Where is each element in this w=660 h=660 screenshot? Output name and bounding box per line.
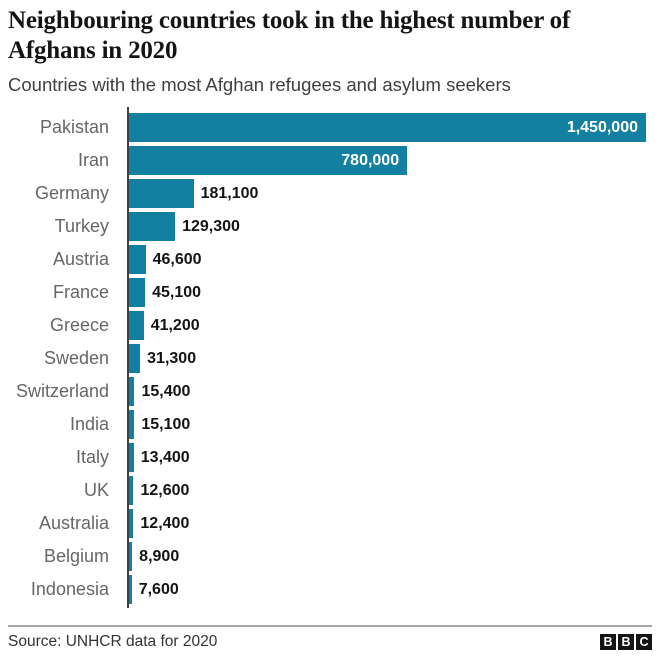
- value-label: 13,400: [140, 448, 190, 466]
- value-label: 41,200: [150, 316, 200, 334]
- category-label: Germany: [34, 183, 109, 203]
- bbc-logo: B B C: [600, 634, 652, 650]
- category-label: Greece: [49, 315, 109, 335]
- bar-track: 181,100: [129, 179, 646, 208]
- footer: Source: UNHCR data for 2020 B B C: [8, 625, 652, 651]
- value-label: 7,600: [138, 580, 179, 598]
- bar: [129, 377, 135, 406]
- bar: [129, 410, 135, 439]
- bar: [129, 509, 134, 538]
- category-label: Sweden: [43, 348, 109, 368]
- category-label: UK: [83, 480, 109, 500]
- bar: [129, 344, 141, 373]
- value-label: 780,000: [341, 151, 400, 169]
- category-label: Austria: [52, 249, 109, 269]
- bar-track: 15,400: [129, 377, 646, 406]
- value-label: 31,300: [147, 349, 197, 367]
- category-label: Pakistan: [39, 117, 109, 137]
- value-label: 8,900: [139, 547, 180, 565]
- category-label: France: [52, 282, 109, 302]
- source-text: Source: UNHCR data for 2020: [8, 633, 218, 650]
- bar: [129, 575, 132, 604]
- bar-track: 45,100: [129, 278, 646, 307]
- chart-row: France 45,100: [8, 278, 646, 307]
- value-label: 15,400: [141, 382, 191, 400]
- chart-subtitle: Countries with the most Afghan refugees …: [8, 74, 511, 95]
- chart-title: Neighbouring countries took in the highe…: [8, 7, 571, 64]
- chart-row: Germany 181,100: [8, 179, 646, 208]
- category-label: Italy: [75, 447, 109, 467]
- bar-track: 12,400: [129, 509, 646, 538]
- category-label: Australia: [38, 513, 109, 533]
- bar-track: 129,300: [129, 212, 646, 241]
- bar-track: 13,400: [129, 443, 646, 472]
- bar-track: 15,100: [129, 410, 646, 439]
- bar: [129, 311, 144, 340]
- category-label: India: [69, 414, 109, 434]
- value-label: 1,450,000: [566, 118, 638, 136]
- bar-track: 8,900: [129, 542, 646, 571]
- bbc-logo-block: B: [600, 634, 616, 650]
- chart-row: Pakistan 1,450,000: [8, 113, 646, 142]
- value-label: 12,400: [140, 514, 190, 532]
- bar: [129, 443, 134, 472]
- bar-track: 41,200: [129, 311, 646, 340]
- bar: 1,450,000: [129, 113, 646, 142]
- bar: [129, 476, 134, 505]
- category-label: Switzerland: [15, 381, 109, 401]
- category-label: Indonesia: [30, 579, 109, 599]
- chart-row: Indonesia 7,600: [8, 575, 646, 604]
- chart-row: UK 12,600: [8, 476, 646, 505]
- bar: [129, 245, 146, 274]
- chart-row: Turkey 129,300: [8, 212, 646, 241]
- bar-track: 1,450,000: [129, 113, 646, 142]
- chart-row: Austria 46,600: [8, 245, 646, 274]
- chart-row: India 15,100: [8, 410, 646, 439]
- y-axis-line: [127, 107, 129, 608]
- chart-row: Belgium 8,900: [8, 542, 646, 571]
- bar: [129, 278, 146, 307]
- chart-row: Switzerland 15,400: [8, 377, 646, 406]
- category-label: Turkey: [54, 216, 109, 236]
- bar-track: 46,600: [129, 245, 646, 274]
- value-label: 45,100: [152, 283, 202, 301]
- value-label: 46,600: [152, 250, 202, 268]
- bar: [129, 542, 133, 571]
- value-label: 181,100: [200, 184, 259, 202]
- chart-row: Sweden 31,300: [8, 344, 646, 373]
- bar: [129, 179, 194, 208]
- value-label: 129,300: [182, 217, 240, 235]
- bar-track: 12,600: [129, 476, 646, 505]
- chart-row: Iran 780,000: [8, 146, 646, 175]
- bar-chart: Pakistan 1,450,000 Iran 780,000 Germany 181,1…: [8, 107, 652, 608]
- bar-track: 780,000: [129, 146, 646, 175]
- bar: [129, 212, 176, 241]
- bar-track: 31,300: [129, 344, 646, 373]
- chart-row: Greece 41,200: [8, 311, 646, 340]
- bbc-logo-block: B: [618, 634, 634, 650]
- chart-row: Australia 12,400: [8, 509, 646, 538]
- value-label: 15,100: [141, 415, 191, 433]
- bar-track: 7,600: [129, 575, 646, 604]
- bar: 780,000: [129, 146, 408, 175]
- category-label: Iran: [77, 150, 109, 170]
- chart-row: Italy 13,400: [8, 443, 646, 472]
- value-label: 12,600: [140, 481, 190, 499]
- bbc-logo-block: C: [636, 634, 652, 650]
- category-label: Belgium: [43, 546, 109, 566]
